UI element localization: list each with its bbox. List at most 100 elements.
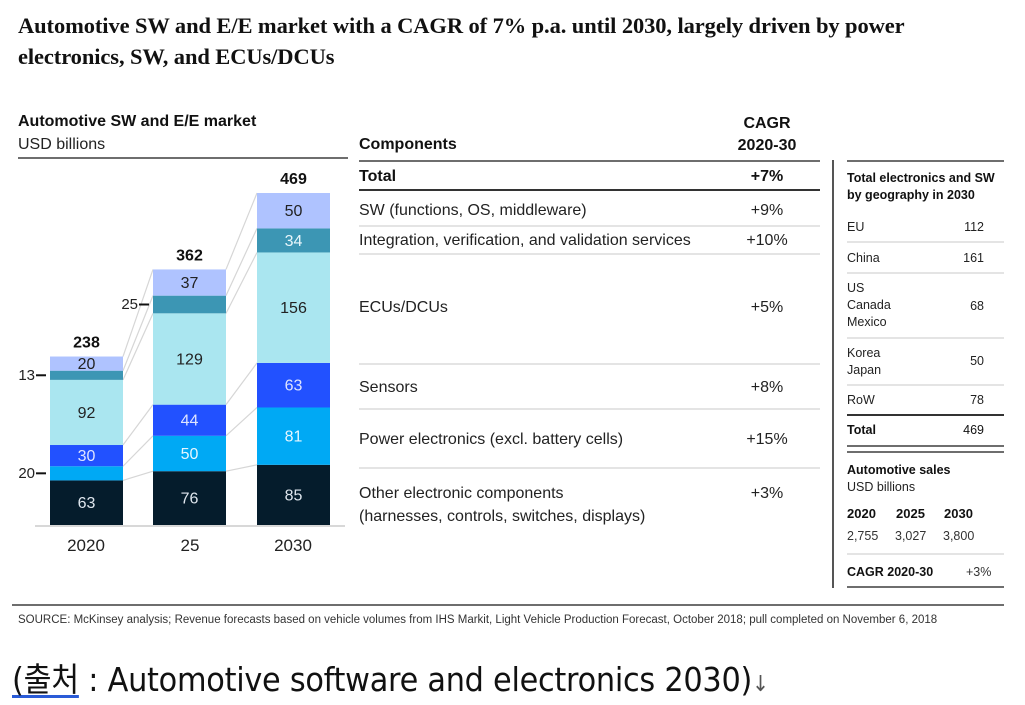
page-title: Automotive SW and E/E market with a CAGR… — [18, 13, 905, 69]
bar-segment-ecus-dcus-25 — [153, 313, 226, 405]
caption: (출처 : Automotive software and electronic… — [12, 660, 769, 705]
geo-value: 78 — [970, 393, 984, 407]
connector-line — [225, 228, 258, 296]
segment-value-label: 44 — [181, 413, 199, 430]
row-divider — [359, 363, 820, 365]
connector-line — [225, 192, 258, 270]
chart-title: Automotive SW and E/E market — [18, 113, 257, 130]
bar-segment-sensors-2020 — [50, 445, 123, 467]
row-divider — [359, 253, 820, 255]
geography-title-line2: by geography in 2030 — [847, 188, 975, 202]
row-divider — [359, 225, 820, 227]
x-tick-2020: 2020 — [67, 536, 105, 555]
segment-value-label: 85 — [285, 487, 303, 504]
bar-segment-integration-verification-and-2030 — [257, 228, 330, 253]
components-header-rule — [359, 160, 820, 162]
geo-row-china: China 161 — [847, 250, 1004, 267]
component-name: Other electronic components — [359, 485, 564, 502]
geo-bottom-rule — [847, 445, 1004, 447]
geo-value: 50 — [970, 354, 984, 368]
component-name: Power electronics (excl. battery cells) — [359, 431, 624, 448]
geo-divider — [847, 272, 1004, 274]
outside-value-label: 13 — [18, 367, 35, 384]
geo-total-label: Total — [847, 423, 876, 437]
connector-line — [122, 470, 154, 481]
connector-line — [122, 435, 154, 467]
bar-total-label: 238 — [73, 335, 100, 352]
segment-value-label: 20 — [78, 356, 96, 373]
total-row-rule — [359, 189, 820, 191]
geo-value: 68 — [970, 299, 984, 313]
cagr-header-line1: CAGR — [743, 115, 791, 132]
component-name: Sensors — [359, 379, 418, 396]
geo-name: RoW — [847, 393, 875, 407]
geo-name: China — [847, 251, 880, 265]
geo-row-total: Total 469 — [847, 422, 1004, 439]
row-divider — [359, 467, 820, 469]
geo-row-eu: EU 112 — [847, 219, 1004, 236]
bar-segment-other-electronic-components-2030 — [257, 464, 330, 525]
connector-line — [225, 407, 258, 437]
component-cagr: +15% — [746, 431, 788, 448]
row-divider — [359, 408, 820, 410]
outside-value-label: 20 — [18, 465, 35, 482]
caption-colon: : — [78, 660, 108, 699]
geo-name: US — [847, 281, 865, 295]
sales-year-2025: 2025 — [896, 506, 925, 521]
component-cagr: +3% — [750, 485, 784, 502]
segment-value-label: 50 — [181, 446, 199, 463]
geo-row-korea-japan: Korea Japan 50 — [847, 345, 1004, 379]
geo-divider — [847, 384, 1004, 386]
automotive-sales-title: Automotive sales — [847, 463, 951, 477]
geo-name: Japan — [847, 363, 882, 377]
connector-line — [122, 404, 154, 446]
bar-segment-ecus-dcus-2030 — [257, 252, 330, 363]
geo-row-north-america: US Canada Mexico 68 — [847, 280, 1004, 331]
component-name: ECUs/DCUs — [359, 299, 448, 316]
caption-text: Automotive software and electronics 2030… — [107, 660, 753, 699]
bar-segment-sw-functions-os-2020 — [50, 356, 123, 371]
segment-value-label: 129 — [176, 352, 203, 369]
chart-header-rule — [18, 157, 348, 159]
sales-value-2025: 3,027 — [895, 529, 927, 543]
x-tick-25: 25 — [181, 536, 200, 555]
side-panel-divider — [832, 160, 834, 588]
component-name: Total — [359, 168, 397, 185]
footer-rule — [12, 604, 1004, 606]
bar-labels: 63 20 30 92 13 20 238 76 50 44 129 25 37 362 85 81 63 156… — [18, 171, 307, 512]
bar-segment-power-electronics-excl-2020 — [50, 466, 123, 481]
chart-unit-label: USD billions — [18, 136, 106, 153]
geo-total-rule — [847, 414, 1004, 416]
sales-year-2020: 2020 — [847, 506, 876, 521]
segment-value-label: 76 — [181, 491, 199, 508]
geo-divider — [847, 241, 1004, 243]
source-note: SOURCE: McKinsey analysis; Revenue forec… — [18, 614, 938, 626]
bar-segment-integration-verification-and-2020 — [50, 370, 123, 380]
connector-line — [122, 295, 154, 371]
component-cagr: +5% — [750, 299, 784, 316]
segment-value-label: 63 — [78, 495, 96, 512]
connector-line — [122, 269, 154, 357]
geography-title: Total electronics and SW by geography in… — [847, 170, 1017, 204]
geo-total-value: 469 — [963, 423, 984, 437]
outside-value-label: 25 — [121, 296, 138, 313]
segment-value-label: 30 — [78, 448, 96, 465]
sales-value-2030: 3,800 — [943, 529, 975, 543]
bar-segment-power-electronics-excl-25 — [153, 435, 226, 472]
bar-total-label: 469 — [280, 171, 307, 188]
geo-value: 161 — [963, 251, 984, 265]
connector-line — [225, 252, 258, 314]
segment-value-label: 63 — [285, 378, 303, 395]
cagr-header-line2: 2020-30 — [737, 137, 797, 154]
bar-segment-other-electronic-components-2020 — [50, 480, 123, 525]
geo-name: Korea — [847, 346, 881, 360]
component-name: SW (functions, OS, middleware) — [359, 202, 587, 219]
geo-name: Mexico — [847, 315, 887, 329]
sales-bottom-rule — [847, 586, 1004, 588]
cagr-column-header: CAGR 2020-30 — [722, 113, 812, 157]
geo-divider — [847, 337, 1004, 339]
component-name: Integration, verification, and validatio… — [359, 232, 691, 249]
component-name-detail: (harnesses, controls, switches, displays… — [359, 508, 646, 525]
geo-name: EU — [847, 220, 865, 234]
component-cagr: +7% — [750, 168, 784, 185]
